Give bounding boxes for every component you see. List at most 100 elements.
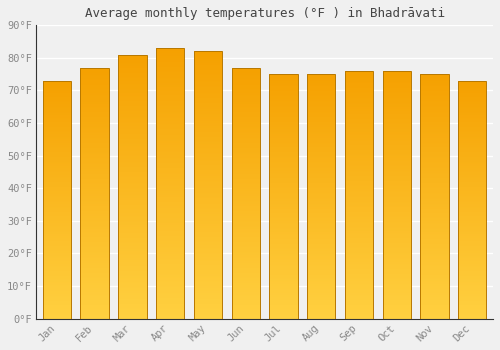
Bar [458,297,486,298]
Bar [156,174,184,175]
Bar [232,243,260,245]
Bar [194,312,222,313]
Bar [42,175,71,176]
Bar [458,162,486,163]
Bar [382,232,411,233]
Bar [345,83,373,84]
Bar [307,149,336,150]
Bar [42,177,71,178]
Bar [307,249,336,250]
Bar [307,97,336,99]
Bar [270,283,297,284]
Bar [420,303,448,304]
Bar [420,114,448,116]
Bar [118,200,146,201]
Bar [307,186,336,187]
Bar [194,161,222,162]
Bar [42,184,71,186]
Bar [194,294,222,296]
Bar [458,239,486,240]
Bar [194,55,222,57]
Bar [307,279,336,281]
Bar [194,220,222,221]
Bar [458,267,486,268]
Bar [382,310,411,311]
Bar [232,224,260,226]
Bar [232,90,260,91]
Bar [194,70,222,71]
Bar [345,109,373,111]
Bar [232,193,260,194]
Bar [80,136,109,138]
Bar [420,193,448,194]
Bar [420,101,448,102]
Bar [80,75,109,76]
Bar [270,246,297,248]
Bar [80,73,109,74]
Bar [194,129,222,130]
Bar [194,75,222,77]
Bar [345,265,373,267]
Bar [270,85,297,86]
Bar [80,218,109,219]
Bar [232,188,260,189]
Bar [345,256,373,257]
Bar [42,317,71,318]
Bar [194,185,222,186]
Bar [270,182,297,183]
Bar [382,130,411,132]
Bar [118,190,146,192]
Bar [232,295,260,296]
Bar [345,270,373,272]
Bar [194,230,222,232]
Bar [80,245,109,246]
Bar [156,72,184,74]
Bar [194,162,222,163]
Bar [420,300,448,301]
Bar [80,112,109,113]
Bar [42,165,71,166]
Bar [458,286,486,288]
Bar [118,204,146,205]
Bar [345,144,373,145]
Bar [194,309,222,310]
Bar [194,310,222,312]
Bar [382,106,411,107]
Bar [382,146,411,148]
Bar [118,309,146,311]
Bar [42,163,71,164]
Bar [270,271,297,272]
Bar [118,56,146,57]
Bar [270,118,297,119]
Bar [118,88,146,89]
Bar [118,258,146,259]
Bar [42,298,71,300]
Bar [194,57,222,58]
Bar [382,299,411,300]
Bar [232,276,260,277]
Bar [420,99,448,100]
Bar [420,292,448,293]
Bar [420,286,448,287]
Bar [270,111,297,112]
Bar [458,284,486,285]
Bar [232,230,260,231]
Bar [80,182,109,183]
Bar [80,252,109,253]
Bar [458,273,486,274]
Bar [194,240,222,241]
Bar [307,116,336,117]
Bar [382,87,411,88]
Bar [118,171,146,172]
Bar [307,101,336,102]
Bar [458,101,486,102]
Bar [156,244,184,246]
Bar [345,182,373,184]
Bar [232,163,260,164]
Bar [42,219,71,220]
Bar [270,128,297,129]
Bar [118,287,146,288]
Bar [458,157,486,158]
Bar [194,189,222,190]
Bar [458,258,486,259]
